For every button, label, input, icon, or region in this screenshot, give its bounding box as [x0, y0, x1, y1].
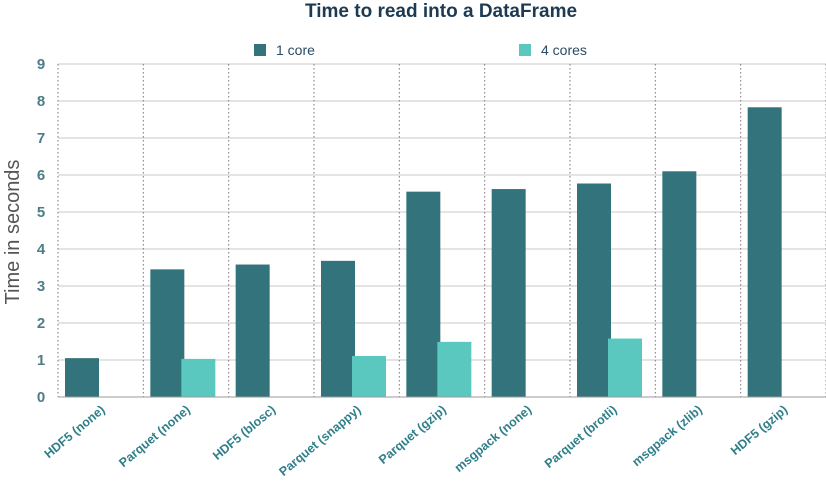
y-tick-label: 3 [37, 278, 45, 295]
grid-lines [57, 63, 826, 397]
bar [65, 358, 99, 397]
x-tick-label: msgpack (zlib) [629, 403, 705, 470]
bar [406, 191, 441, 397]
y-tick-label: 7 [37, 130, 45, 147]
x-tick-label: HDF5 (blosc) [210, 403, 278, 463]
bar [662, 171, 697, 397]
y-tick-label: 2 [37, 315, 45, 332]
y-tick-label: 0 [37, 389, 45, 406]
legend-swatch [519, 44, 531, 56]
y-tick-label: 4 [37, 241, 46, 258]
x-tick-label: Parquet (snappy) [276, 403, 363, 479]
x-tick-label: HDF5 (none) [42, 403, 108, 461]
legend: 1 core 4 cores [254, 42, 587, 58]
bar [437, 341, 472, 397]
bar [150, 269, 185, 397]
x-tick-label: Parquet (brotli) [542, 403, 620, 471]
bar [747, 107, 782, 397]
y-tick-label: 1 [37, 352, 45, 369]
y-tick-label: 9 [37, 56, 45, 73]
bar [181, 358, 216, 397]
legend-label: 1 core [276, 42, 315, 58]
x-tick-label: msgpack (none) [452, 403, 534, 475]
bar [352, 355, 386, 397]
bar [577, 183, 611, 397]
x-tick-label: Parquet (none) [116, 403, 193, 470]
x-tick-label: Parquet (gzip) [376, 403, 449, 467]
x-tick-label: HDF5 (gzip) [728, 403, 790, 458]
y-tick-label: 6 [37, 167, 45, 184]
bar [491, 189, 526, 397]
bar [235, 264, 270, 397]
bar [321, 260, 355, 397]
legend-label: 4 cores [541, 42, 587, 58]
y-tick-label: 5 [37, 204, 45, 221]
y-axis-label: Time in seconds [2, 160, 24, 305]
bar [608, 338, 642, 397]
chart-title: Time to read into a DataFrame [305, 1, 577, 22]
bars [65, 107, 782, 397]
y-tick-label: 8 [37, 93, 45, 110]
legend-swatch [254, 44, 266, 56]
